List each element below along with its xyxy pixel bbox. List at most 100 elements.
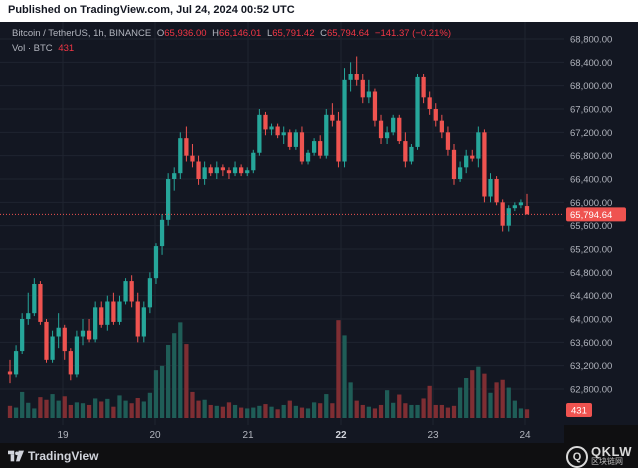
volume-bar xyxy=(202,399,207,418)
candle-body xyxy=(330,114,335,121)
volume-bar xyxy=(415,404,420,418)
tradingview-logo[interactable]: TradingView xyxy=(8,449,98,463)
candle-body xyxy=(366,91,371,98)
volume-bar xyxy=(141,401,146,418)
candle-body xyxy=(141,307,146,337)
candle-body xyxy=(500,202,505,226)
volume-bar xyxy=(220,406,226,418)
candle-body xyxy=(512,205,517,209)
watermark-name: QKLW xyxy=(591,444,632,459)
open-label: O xyxy=(156,28,165,39)
candle-body xyxy=(105,301,110,325)
volume-bar xyxy=(62,396,67,418)
volume-bar xyxy=(354,400,359,418)
candle-body xyxy=(415,76,420,147)
current-price-tag xyxy=(566,207,626,222)
candle-body xyxy=(281,132,286,136)
volume-bar xyxy=(318,403,323,418)
candle-body xyxy=(457,167,463,179)
volume-bar xyxy=(32,408,37,418)
candle-body xyxy=(32,284,37,314)
volume-bar xyxy=(366,406,371,418)
volume-bar xyxy=(421,398,426,418)
volume-bar xyxy=(287,400,292,418)
candle-body xyxy=(208,167,213,174)
volume-bar xyxy=(190,391,195,418)
candle-body xyxy=(50,336,55,360)
candle-body xyxy=(147,278,153,308)
candle-body xyxy=(166,179,171,220)
candle-body xyxy=(123,281,128,302)
volume-bar xyxy=(26,402,31,418)
close-value: 65,794.64 xyxy=(327,28,370,39)
candle-body xyxy=(159,219,165,247)
candle-body xyxy=(153,246,159,279)
volume-bar xyxy=(464,378,469,418)
time-tick-label: 23 xyxy=(427,430,439,441)
volume-bar xyxy=(153,370,159,418)
volume-bar xyxy=(232,404,238,418)
candle-body xyxy=(287,132,292,147)
candle-body xyxy=(190,155,195,162)
candle-body xyxy=(226,170,232,174)
volume-bar xyxy=(293,405,298,418)
candle-body xyxy=(293,132,298,147)
volume-bar xyxy=(20,391,25,418)
volume-bar xyxy=(324,394,329,418)
volume-tag-label: 431 xyxy=(571,406,587,417)
volume-bar xyxy=(269,406,274,418)
current-price-label: 65,794.64 xyxy=(570,210,612,221)
volume-bar xyxy=(245,408,250,418)
volume-bar xyxy=(105,398,110,418)
volume-bar xyxy=(470,370,475,418)
volume-label: Vol · BTC xyxy=(12,43,53,54)
candle-body xyxy=(311,141,317,153)
candle-body xyxy=(269,126,274,130)
candle-body xyxy=(384,132,390,139)
publish-header: Published on TradingView.com, Jul 24, 20… xyxy=(0,0,638,22)
volume-bar xyxy=(80,403,86,418)
candle-body xyxy=(257,114,262,153)
volume-tag xyxy=(566,403,592,417)
candle-body xyxy=(518,202,524,206)
volume-bar xyxy=(378,404,384,418)
price-tick-label: 65,200.00 xyxy=(570,245,612,256)
volume-bar xyxy=(263,404,268,418)
price-axis-labels: 68,800.00 68,400.00 68,000.00 67,600.00 67,2… xyxy=(566,35,626,417)
price-axis[interactable]: 68,800.00 68,400.00 68,000.00 67,600.00 67,2… xyxy=(564,22,638,425)
volume-bar xyxy=(214,405,219,418)
candle-body xyxy=(263,114,268,130)
volume-legend: Vol · BTC 431 xyxy=(12,43,77,54)
volume-bar xyxy=(93,398,98,418)
candle-body xyxy=(305,152,311,162)
candle-body xyxy=(421,76,426,98)
candle-body xyxy=(506,208,511,226)
volume-bar xyxy=(251,407,256,418)
candle-body xyxy=(476,132,481,159)
symbol-legend: Bitcoin / TetherUS, 1h, BINANCE O65,936.… xyxy=(12,28,454,39)
volume-bar xyxy=(476,366,481,418)
high-label: H xyxy=(212,28,220,39)
chart-pane[interactable]: Bitcoin / TetherUS, 1h, BINANCE O65,936.… xyxy=(0,22,564,425)
close-label: C xyxy=(320,28,328,39)
price-tick-label: 64,800.00 xyxy=(570,268,612,279)
candle-body xyxy=(135,301,140,337)
candle-body xyxy=(26,313,31,319)
tradingview-brand: TradingView xyxy=(28,449,99,463)
time-axis[interactable]: 19 20 21 22 23 24 xyxy=(0,425,564,443)
volume-bar xyxy=(208,404,213,418)
candle-body xyxy=(38,284,43,322)
volume-bar xyxy=(439,404,444,418)
candlestick-chart[interactable] xyxy=(0,22,564,425)
price-tick-label: 62,800.00 xyxy=(570,385,612,396)
volume-bar xyxy=(123,400,128,418)
volume-bar xyxy=(299,407,305,418)
price-tick-label: 68,000.00 xyxy=(570,81,612,92)
watermark-sub: 区块链网 xyxy=(591,457,623,466)
change-value: −141.37 (−0.21%) xyxy=(374,28,451,39)
price-tick-label: 64,400.00 xyxy=(570,291,612,302)
time-tick-label: 24 xyxy=(519,430,531,441)
candle-body xyxy=(470,155,475,159)
candle-body xyxy=(184,138,189,156)
volume-bar xyxy=(445,407,451,418)
